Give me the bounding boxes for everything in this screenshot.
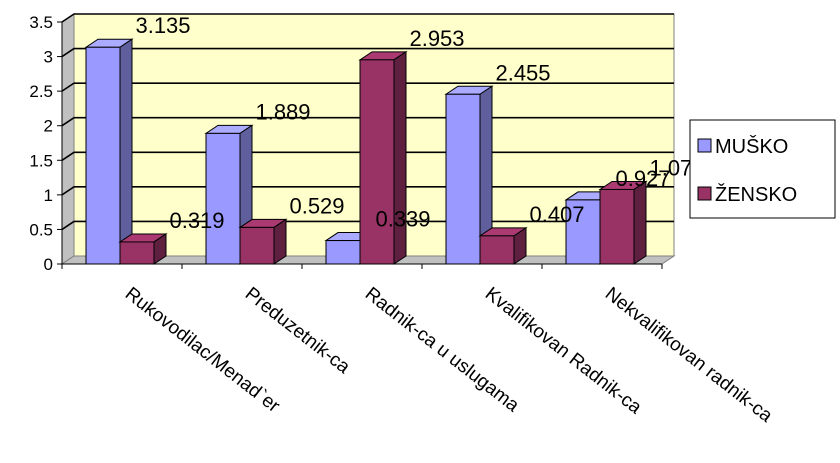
bar-zensko-0 <box>120 242 154 264</box>
y-tick-label: 1.5 <box>29 151 53 170</box>
legend-label: ŽENSKO <box>715 183 797 206</box>
y-tick-label: 0.5 <box>29 220 53 239</box>
data-label: 0.529 <box>289 193 344 218</box>
data-label: 2.455 <box>495 60 550 85</box>
bar-musko-3 <box>446 94 480 264</box>
bar-zensko-2 <box>360 60 394 264</box>
legend-swatch-0 <box>698 139 711 152</box>
bar-zensko-4 <box>600 189 634 264</box>
y-tick-label: 3 <box>44 48 53 67</box>
y-tick-label: 2.5 <box>29 82 53 101</box>
data-label: 2.953 <box>409 26 464 51</box>
bar-musko-0 <box>86 47 120 264</box>
bar-musko-2 <box>326 241 360 264</box>
data-label: 0.339 <box>375 207 430 232</box>
y-tick-label: 1 <box>44 186 53 205</box>
data-label: 0.319 <box>169 208 224 233</box>
bar-zensko-3 <box>480 236 514 264</box>
y-tick-label: 0 <box>44 255 53 274</box>
y-tick-label: 2 <box>44 117 53 136</box>
data-label: 0.407 <box>529 202 584 227</box>
bar-zensko-1 <box>240 227 274 264</box>
plot-side-wall <box>62 14 74 264</box>
category-label: Preduzetnik-ca <box>241 283 354 378</box>
bar-side-1-1 <box>274 219 286 264</box>
data-label: 1.889 <box>255 99 310 124</box>
bar-musko-1 <box>206 133 240 264</box>
y-tick-label: 3.5 <box>29 13 53 32</box>
legend-swatch-1 <box>698 187 711 200</box>
data-label: 3.135 <box>135 13 190 38</box>
bar-side-0-0 <box>120 39 132 264</box>
bar-side-1-2 <box>394 52 406 264</box>
legend-label: MUŠKO <box>715 135 788 158</box>
bar-side-1-4 <box>634 181 646 264</box>
